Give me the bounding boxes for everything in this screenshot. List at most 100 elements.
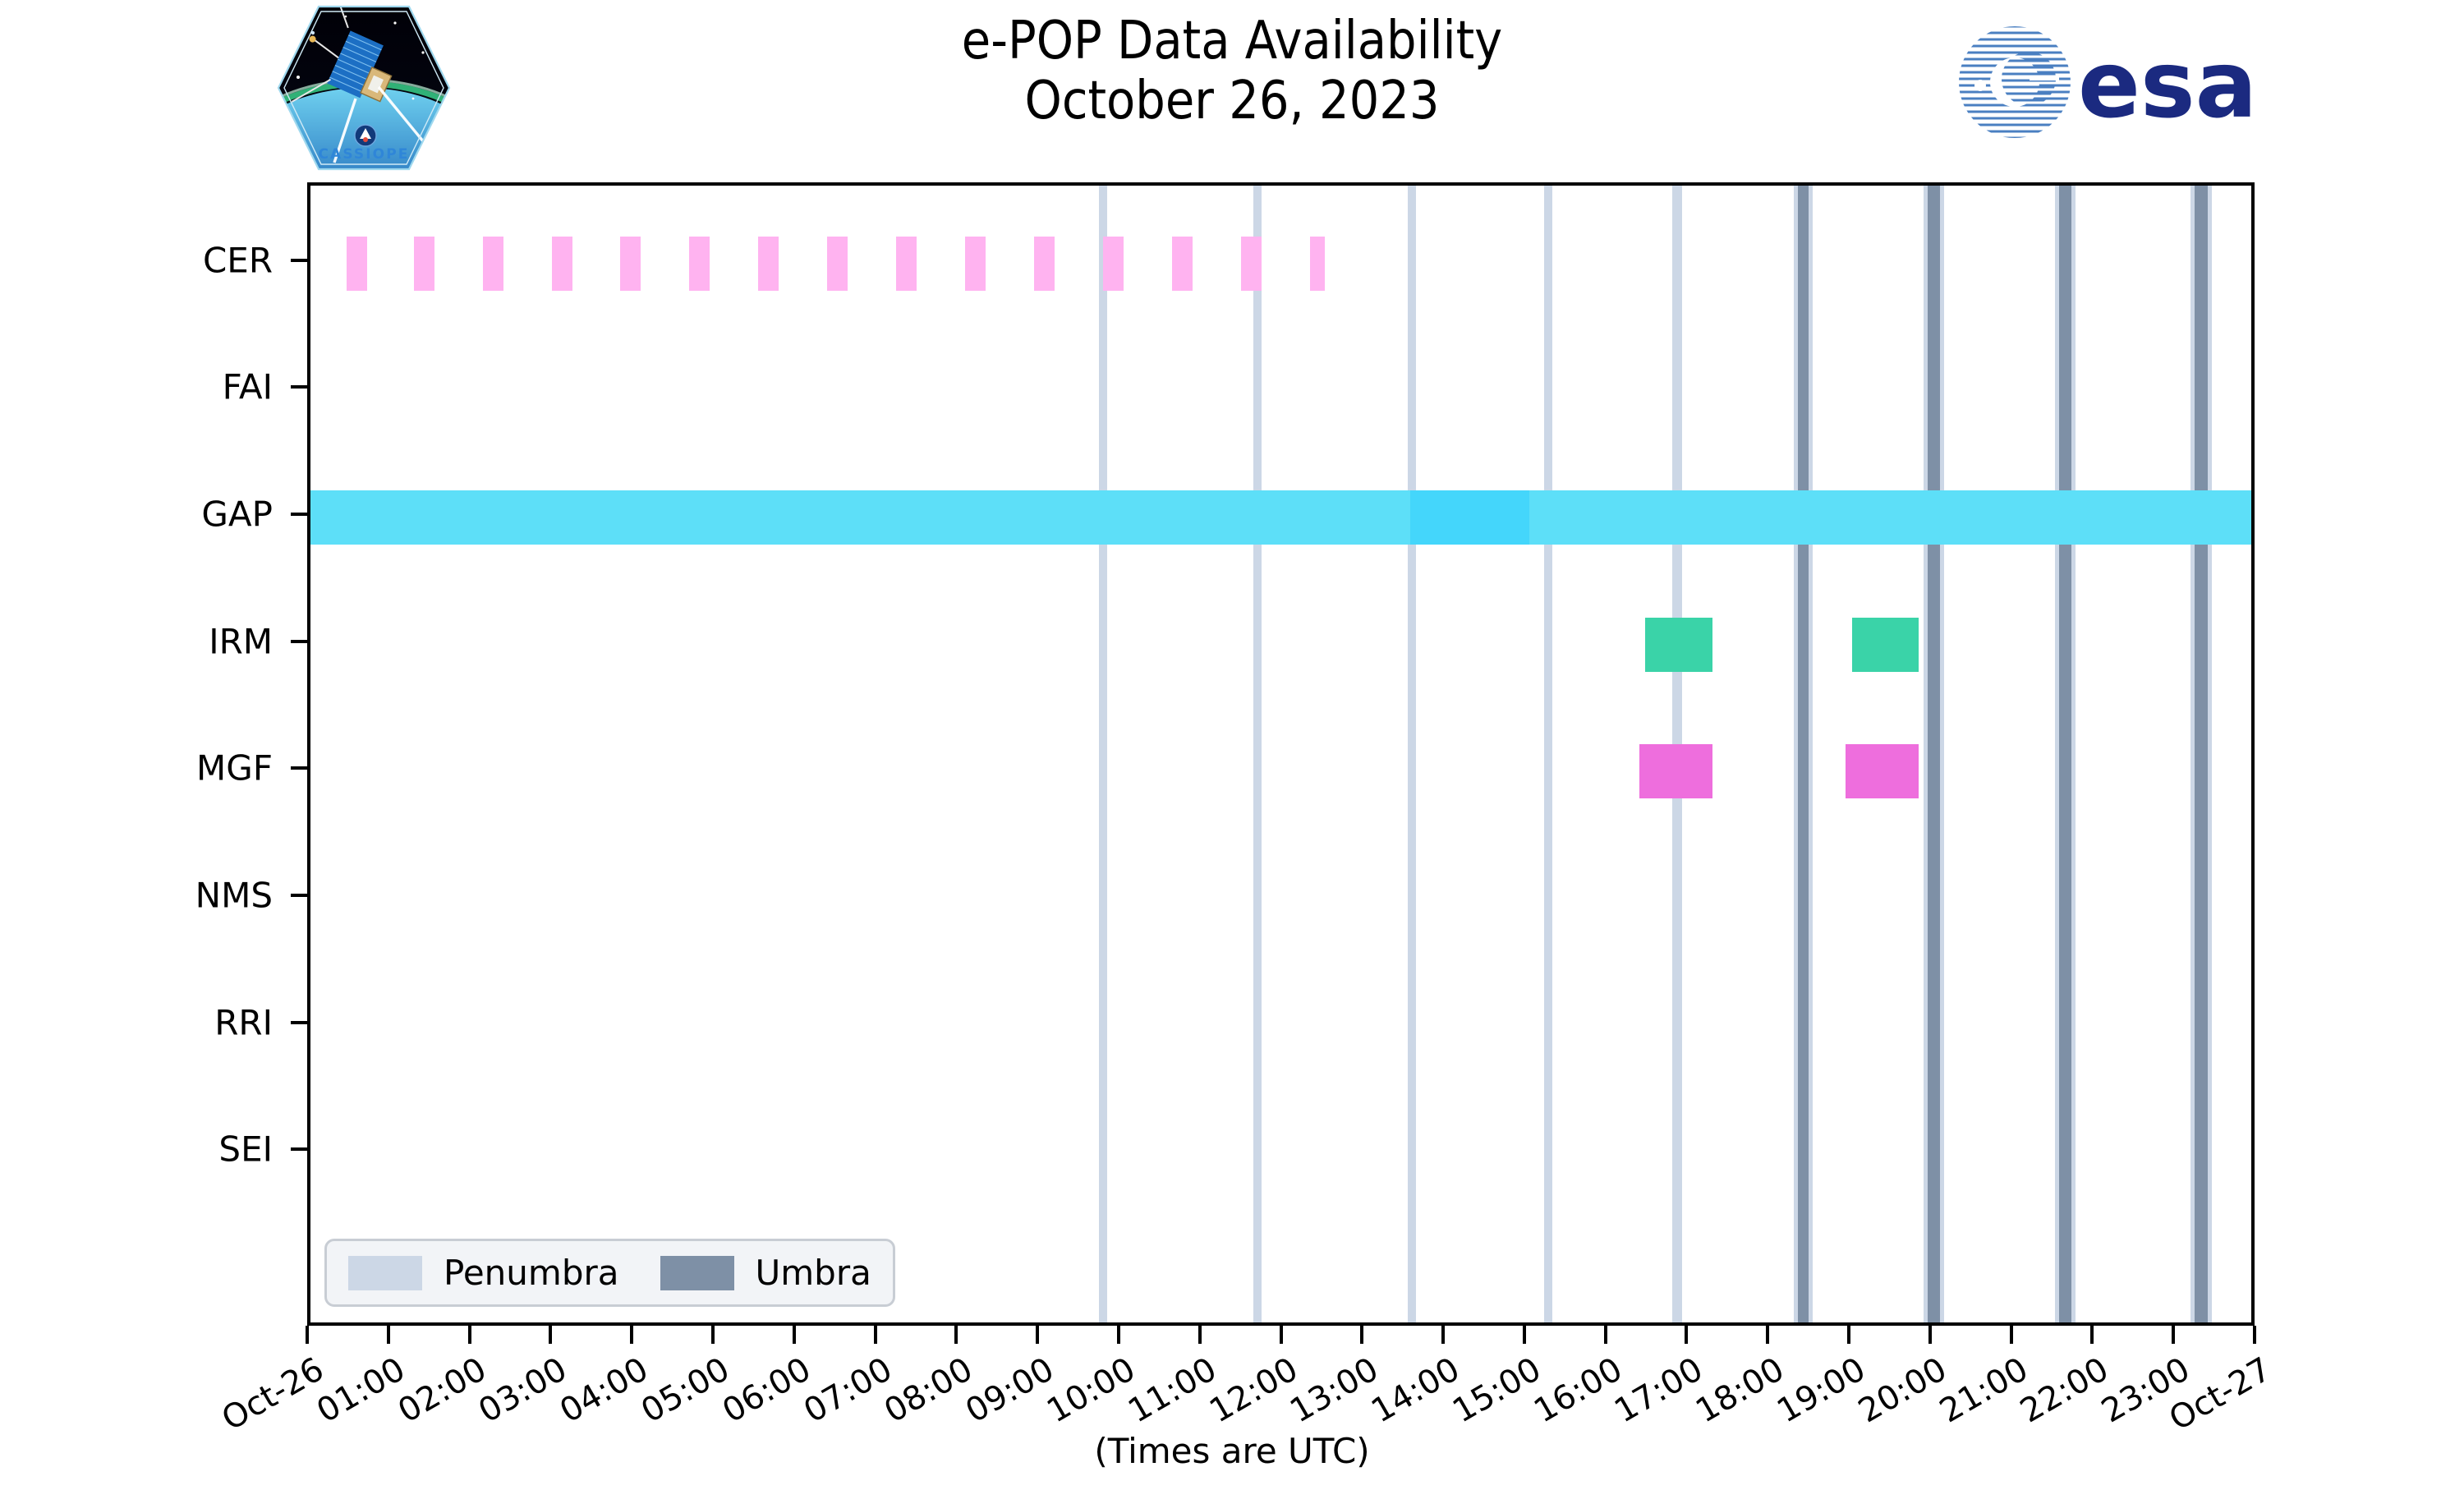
- shadow-band-penumbra-edge-l-5: [1793, 186, 1798, 1322]
- y-tick-mark-irm: [291, 639, 307, 643]
- data-bar-cer-13: [1241, 236, 1262, 291]
- shadow-band-penumbra-3: [1543, 186, 1552, 1322]
- x-tick-mark-7: [873, 1326, 877, 1344]
- x-tick-mark-3: [549, 1326, 553, 1344]
- data-bar-cer-5: [689, 236, 710, 291]
- y-tick-label-cer: CER: [202, 240, 273, 281]
- legend-item-umbra: Umbra: [660, 1253, 871, 1293]
- data-bar-irm-1: [1852, 617, 1919, 672]
- x-tick-mark-21: [2009, 1326, 2013, 1344]
- data-bar-cer-14: [1310, 236, 1325, 291]
- x-tick-mark-24: [2253, 1326, 2256, 1344]
- y-tick-label-sei: SEI: [218, 1129, 273, 1170]
- y-tick-mark-fai: [291, 385, 307, 389]
- x-tick-mark-13: [1360, 1326, 1364, 1344]
- y-tick-label-mgf: MGF: [196, 747, 273, 789]
- shadow-band-umbra-5: [1797, 186, 1809, 1322]
- y-tick-label-irm: IRM: [209, 621, 273, 662]
- shadow-band-penumbra-edge-l-7: [2054, 186, 2059, 1322]
- data-bar-cer-2: [483, 236, 504, 291]
- shadow-band-penumbra-edge-r-7: [2071, 186, 2076, 1322]
- x-tick-mark-0: [306, 1326, 309, 1344]
- x-tick-mark-20: [1928, 1326, 1932, 1344]
- penumbra-label: Penumbra: [444, 1253, 619, 1293]
- shadow-band-penumbra-edge-r-5: [1808, 186, 1813, 1322]
- x-tick-mark-22: [2090, 1326, 2094, 1344]
- penumbra-swatch: [348, 1255, 422, 1290]
- esa-logo: esa: [1951, 18, 2316, 145]
- plot-inner: [310, 186, 2251, 1322]
- shadow-band-umbra-6: [1927, 186, 1940, 1322]
- shadow-band-penumbra-edge-r-6: [1939, 186, 1944, 1322]
- x-tick-mark-2: [467, 1326, 471, 1344]
- data-bar-cer-3: [552, 236, 573, 291]
- y-tick-mark-mgf: [291, 766, 307, 770]
- x-tick-mark-16: [1603, 1326, 1607, 1344]
- x-tick-mark-12: [1279, 1326, 1283, 1344]
- umbra-label: Umbra: [755, 1253, 871, 1293]
- cassiope-logo-caption: CASSIOPE: [318, 146, 409, 163]
- x-tick-mark-8: [954, 1326, 958, 1344]
- data-bar-cer-0: [347, 236, 368, 291]
- y-tick-mark-gap: [291, 513, 307, 516]
- x-tick-mark-6: [792, 1326, 796, 1344]
- x-tick-mark-14: [1441, 1326, 1446, 1344]
- data-bar-cer-4: [620, 236, 641, 291]
- data-bar-mgf-1: [1846, 744, 1919, 799]
- y-tick-mark-rri: [291, 1020, 307, 1024]
- shadow-band-penumbra-1: [1253, 186, 1262, 1322]
- esa-logo-text: esa: [2078, 32, 2257, 139]
- x-tick-mark-5: [710, 1326, 715, 1344]
- data-bar-irm-0: [1645, 617, 1713, 672]
- y-tick-mark-nms: [291, 894, 307, 897]
- legend-item-penumbra: Penumbra: [348, 1253, 619, 1293]
- page-title: e-POP Data Availability October 26, 2023: [739, 11, 1725, 131]
- x-tick-mark-4: [630, 1326, 634, 1344]
- x-tick-mark-11: [1198, 1326, 1202, 1344]
- shadow-band-penumbra-0: [1099, 186, 1108, 1322]
- y-tick-label-fai: FAI: [222, 366, 273, 407]
- data-bar-mgf-0: [1639, 744, 1713, 799]
- data-bar-cer-12: [1172, 236, 1193, 291]
- y-tick-label-nms: NMS: [195, 875, 273, 916]
- shadow-band-penumbra-2: [1407, 186, 1416, 1322]
- data-bar-gap-0: [310, 490, 2251, 545]
- data-bar-cer-10: [1034, 236, 1055, 291]
- shadow-band-penumbra-edge-l-6: [1923, 186, 1928, 1322]
- x-axis-title: (Times are UTC): [1094, 1431, 1370, 1471]
- y-tick-label-rri: RRI: [214, 1002, 273, 1043]
- x-tick-mark-10: [1116, 1326, 1120, 1344]
- esa-emblem-outer-stripes: [1958, 25, 2071, 139]
- umbra-swatch: [660, 1255, 734, 1290]
- x-tick-mark-9: [1036, 1326, 1040, 1344]
- cassiope-logo: CASSIOPE: [274, 2, 454, 174]
- shadow-band-umbra-8: [2194, 186, 2208, 1322]
- x-tick-mark-19: [1847, 1326, 1851, 1344]
- chart-legend: Penumbra Umbra: [324, 1239, 895, 1307]
- y-axis: CER FAI GAP IRM MGF NMS RRI SEI: [77, 182, 307, 1326]
- x-axis: Oct-26 01:00 02:00 03:00 04:00 05:00 06:00 07:0…: [216, 1326, 2278, 1490]
- data-bar-cer-7: [827, 236, 848, 291]
- data-bar-gap-overlap-0: [1409, 490, 1529, 545]
- x-tick-mark-23: [2172, 1326, 2176, 1344]
- x-tick-mark-17: [1685, 1326, 1689, 1344]
- x-tick-mark-1: [386, 1326, 390, 1344]
- plot-area: [307, 182, 2255, 1326]
- x-tick-mark-18: [1766, 1326, 1770, 1344]
- data-bar-cer-9: [965, 236, 986, 291]
- shadow-band-penumbra-edge-r-8: [2207, 186, 2212, 1322]
- data-bar-cer-1: [414, 236, 435, 291]
- data-bar-cer-11: [1103, 236, 1124, 291]
- y-tick-mark-sei: [291, 1147, 307, 1152]
- chart-header: CASSIOPE e-POP Data Availability October…: [0, 0, 2464, 177]
- data-bar-cer-8: [896, 236, 917, 291]
- x-tick-mark-15: [1522, 1326, 1526, 1344]
- shadow-band-penumbra-edge-l-8: [2190, 186, 2195, 1322]
- shadow-band-umbra-7: [2058, 186, 2071, 1322]
- y-tick-mark-cer: [291, 258, 307, 262]
- title-line-2: October 26, 2023: [1024, 70, 1440, 131]
- title-line-1: e-POP Data Availability: [961, 11, 1503, 71]
- y-tick-label-gap: GAP: [201, 494, 273, 535]
- data-bar-cer-6: [758, 236, 779, 291]
